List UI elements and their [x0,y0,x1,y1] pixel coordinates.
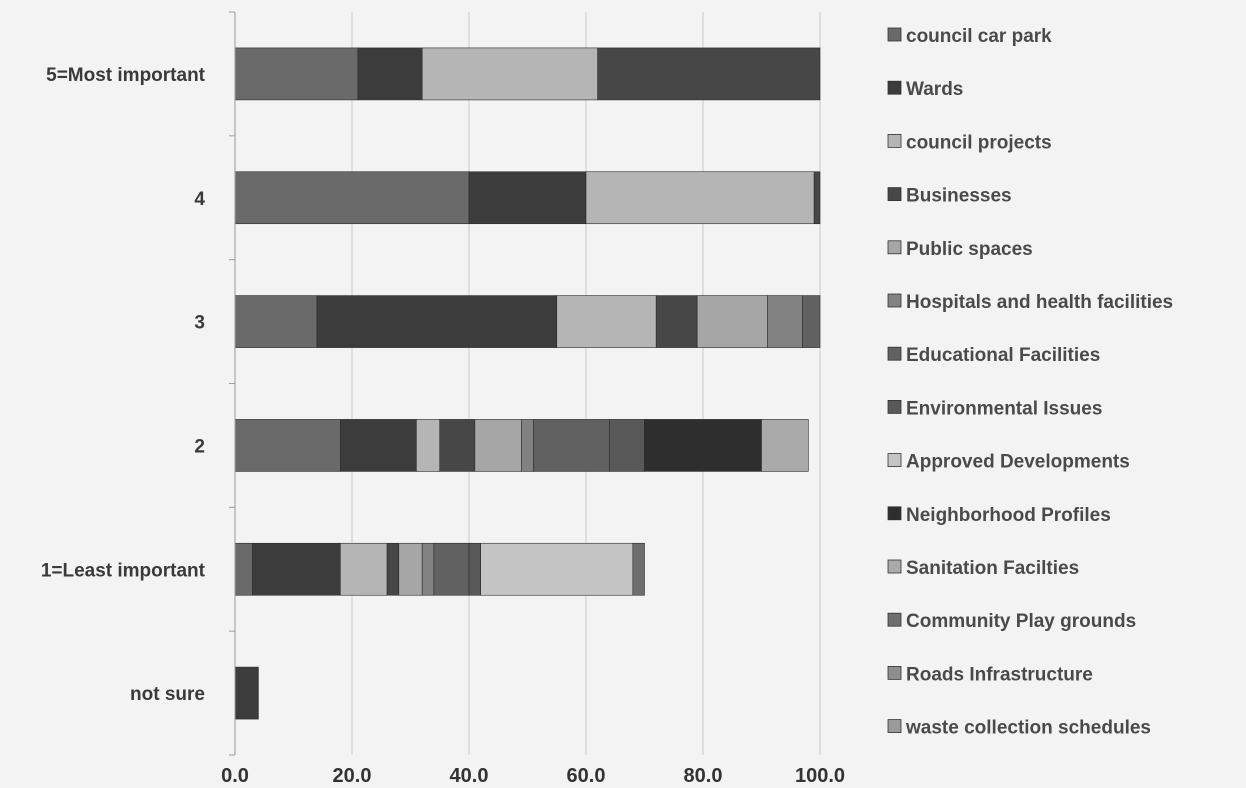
bar-segment [767,295,803,348]
bar-segment [533,419,610,472]
legend-swatch [887,293,902,308]
bar-segment [234,47,359,101]
legend-label: Hospitals and health facilities [906,292,1173,313]
legend-swatch [887,506,902,521]
bar-segment [252,542,341,596]
legend-swatch [887,133,902,148]
bar-segment [416,419,441,472]
legend: council car park Wards council projects Bus… [887,26,1173,739]
legend-swatch [887,399,902,414]
bar-segment [609,419,645,472]
y-category-label: 2 [194,436,205,457]
bar-segment [468,542,481,596]
x-tick-label: 20.0 [333,765,372,787]
axis-layer: 0.0 20.0 40.0 60.0 80.0 100.0 5=Most important… [41,11,845,787]
y-category-label: 3 [194,313,205,334]
y-category-label: 4 [194,189,205,210]
legend-swatch [887,240,902,255]
x-tick-label: 40.0 [450,765,489,787]
legend-label: Environmental Issues [906,398,1102,419]
bar-segment [585,171,815,225]
y-category-label: 5=Most important [46,65,206,86]
legend-label: Approved Developments [906,452,1130,473]
y-category-label: 1=Least important [41,560,206,581]
bar-segment [398,542,423,596]
legend-label: Roads Infrastructure [906,664,1093,685]
bar-segment [696,295,768,348]
bar-segment [234,171,470,225]
legend-swatch [887,346,902,361]
bar-segment [474,419,522,472]
bar-segment [234,666,259,720]
bar-segment [480,542,634,596]
bar-segment [802,295,821,348]
legend-label: Businesses [906,186,1012,207]
bar-segment [421,47,599,101]
bar-segment [597,47,821,101]
bar-segment [521,419,534,472]
bar-segment [421,542,435,596]
bar-segment [468,171,587,225]
legend-swatch [887,80,902,95]
x-tick-label: 100.0 [795,765,845,787]
bar-segment [556,295,657,348]
x-tick-label: 80.0 [684,765,723,787]
bar-segment [316,295,558,348]
y-category-label: not sure [130,684,205,705]
legend-label: waste collection schedules [905,718,1151,739]
bar-segment [386,542,400,596]
x-tick-label: 0.0 [221,765,249,787]
bar-segment [234,419,341,472]
bar-segment [339,419,417,472]
legend-swatch [887,666,902,680]
bar-segment [655,295,698,348]
legend-swatch [887,187,902,202]
bar-segment [234,542,253,596]
legend-swatch [887,612,902,627]
bar-layer [234,47,821,720]
legend-swatch [887,27,902,42]
legend-label: council projects [906,132,1052,153]
x-tick-label: 60.0 [567,765,606,787]
legend-swatch [887,719,902,733]
bar-segment [632,542,645,596]
legend-label: Wards [906,79,963,100]
bar-segment [234,295,318,348]
bar-segment [357,47,423,101]
grid-layer [234,12,821,755]
legend-label: council car park [906,26,1052,47]
legend-label: Educational Facilities [906,345,1100,366]
legend-label: Public spaces [906,239,1033,260]
bar-segment [813,171,821,225]
legend-label: Sanitation Facilties [906,558,1079,579]
legend-label: Neighborhood Profiles [906,505,1111,526]
bar-segment [644,419,762,472]
legend-label: Community Play grounds [906,611,1136,632]
bar-segment [339,542,388,596]
bar-segment [761,419,809,472]
legend-swatch [887,453,902,468]
bar-segment [439,419,476,472]
bar-segment [433,542,470,596]
legend-swatch [887,559,902,574]
